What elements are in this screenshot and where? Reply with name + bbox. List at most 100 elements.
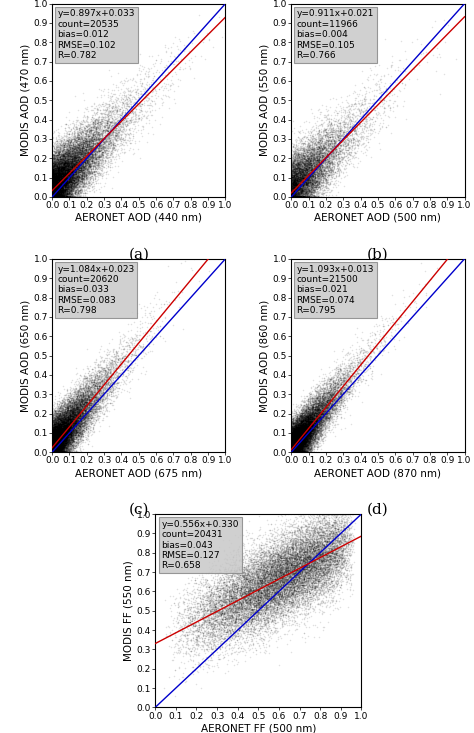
Point	[289, 424, 296, 436]
Point	[273, 597, 281, 609]
Point	[60, 416, 68, 427]
Point	[299, 426, 307, 438]
Point	[71, 172, 78, 183]
Point	[52, 183, 60, 195]
Point	[52, 436, 60, 448]
Point	[170, 85, 178, 97]
Point	[293, 170, 301, 182]
Point	[50, 191, 57, 203]
Point	[60, 424, 67, 436]
Point	[277, 579, 284, 591]
Point	[335, 372, 343, 384]
Point	[106, 372, 113, 384]
Point	[62, 179, 70, 191]
Point	[62, 446, 70, 458]
Point	[86, 122, 94, 133]
Point	[86, 394, 94, 406]
Point	[304, 406, 312, 418]
Point	[91, 397, 98, 408]
Point	[118, 353, 126, 364]
Point	[262, 558, 270, 570]
Point	[55, 437, 62, 449]
Point	[295, 434, 303, 446]
Point	[295, 599, 303, 611]
Point	[74, 384, 82, 396]
Point	[67, 162, 75, 174]
Point	[72, 431, 80, 443]
Point	[76, 410, 84, 422]
Point	[294, 443, 302, 455]
Point	[290, 443, 298, 455]
Point	[58, 161, 66, 173]
Point	[297, 165, 305, 177]
Point	[306, 408, 313, 420]
Point	[67, 410, 75, 422]
Point	[327, 384, 335, 396]
Point	[319, 139, 327, 150]
Point	[288, 565, 295, 577]
Point	[281, 573, 288, 585]
Point	[55, 443, 63, 454]
Point	[237, 564, 244, 576]
Point	[240, 583, 247, 595]
Point	[54, 425, 61, 437]
Point	[290, 446, 297, 458]
Point	[60, 186, 68, 198]
Point	[266, 552, 273, 564]
Point	[82, 159, 89, 171]
Point	[295, 179, 302, 191]
Point	[63, 165, 71, 177]
Point	[292, 191, 299, 203]
Point	[57, 149, 64, 161]
Point	[61, 430, 69, 442]
Point	[82, 381, 90, 393]
Point	[303, 147, 310, 158]
Point	[77, 164, 84, 176]
Point	[56, 417, 64, 429]
Point	[68, 405, 76, 417]
Point	[89, 143, 96, 155]
Point	[50, 432, 57, 444]
Point	[297, 437, 305, 449]
Point	[337, 135, 344, 147]
Point	[333, 561, 340, 572]
Point	[309, 438, 316, 450]
Point	[340, 553, 347, 564]
Point	[306, 417, 314, 429]
Point	[336, 139, 344, 150]
Point	[292, 435, 299, 447]
Point	[185, 594, 193, 605]
Point	[191, 586, 199, 597]
Point	[52, 429, 59, 441]
Point	[81, 413, 88, 424]
Point	[106, 383, 113, 395]
Point	[52, 446, 59, 458]
Point	[294, 191, 301, 203]
Point	[292, 428, 300, 440]
Point	[59, 185, 67, 196]
Point	[100, 121, 108, 133]
Point	[291, 423, 298, 435]
Point	[73, 148, 81, 160]
Point	[72, 402, 79, 413]
Point	[50, 445, 57, 457]
Point	[81, 394, 88, 405]
Point	[306, 417, 313, 429]
Point	[298, 446, 305, 458]
Point	[52, 443, 60, 455]
Point	[62, 416, 69, 427]
Point	[54, 427, 61, 438]
Point	[65, 438, 73, 449]
Point	[49, 438, 57, 450]
Point	[73, 408, 81, 419]
Point	[292, 185, 300, 197]
Point	[292, 580, 300, 592]
Point	[53, 400, 61, 412]
Point	[303, 556, 310, 567]
Point	[282, 564, 290, 576]
Point	[279, 534, 286, 546]
Point	[79, 387, 87, 399]
Point	[74, 410, 82, 421]
Point	[332, 364, 339, 376]
Point	[64, 424, 72, 436]
